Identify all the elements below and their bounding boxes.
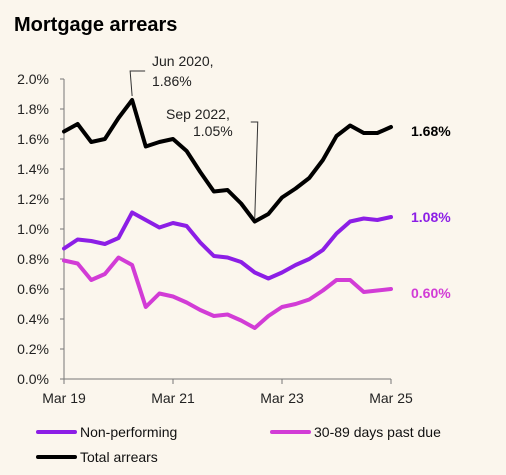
legend-label-total-arrears: Total arrears [80,449,158,465]
y-tick-label: 1.0% [17,221,49,237]
y-tick-label: 1.8% [17,101,49,117]
y-tick-label: 1.6% [17,131,49,147]
legend-label-non-performing: Non-performing [80,424,177,440]
y-tick-label: 1.2% [17,191,49,207]
y-tick-label: 1.4% [17,161,49,177]
annotation-jun-2020-line2: 1.86% [152,73,192,89]
annotation-leader-sep-2022 [250,121,259,219]
y-tick-label: 0.0% [17,371,49,387]
y-tick-label: 0.8% [17,251,49,267]
legend-label-30-89-days-past-due: 30-89 days past due [314,424,441,440]
x-tick-label: Mar 21 [151,390,195,406]
end-label-30-89-days-past-due: 0.60% [411,285,451,301]
x-tick-label: Mar 25 [369,390,413,406]
y-tick-label: 0.2% [17,341,49,357]
annotation-jun-2020-line1: Jun 2020, [152,53,214,69]
legend: Non-performing 30-89 days past due Total a… [36,424,441,465]
y-tick-label: 0.6% [17,281,49,297]
chart-title: Mortgage arrears [14,14,177,36]
y-tick-label: 2.0% [17,71,49,87]
annotation-layer: Jun 2020, 1.86% Sep 2022,1.05% [129,53,259,219]
y-tick-label: 0.4% [17,311,49,327]
annotation-leader-jun-2020 [129,70,146,97]
series-line-non-performing [62,210,393,281]
series-line-30-89-days-past-due [62,255,393,330]
x-tick-label: Mar 23 [260,390,304,406]
axes-group: 0.0% 0.2% 0.4% 0.6% 0.8% 1.0% 1.2% 1.4% 1.6% 1.8%… [17,71,413,406]
annotation-sep-2022-line2: 1.05% [193,123,233,139]
annotation-sep-2022-line1: Sep 2022, [166,106,230,122]
x-tick-label: Mar 19 [42,390,86,406]
end-label-non-performing: 1.08% [411,209,451,225]
series-layer: 1.68% 1.08% 0.60% [62,98,451,330]
end-label-total-arrears: 1.68% [411,123,451,139]
series-line-total-arrears [62,98,393,224]
